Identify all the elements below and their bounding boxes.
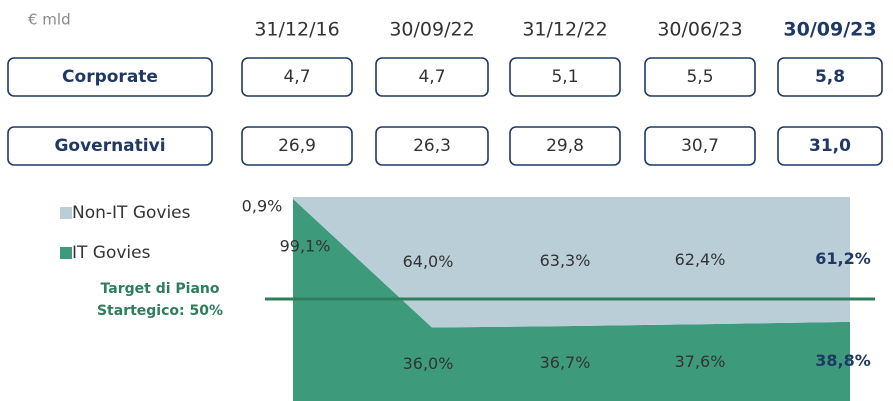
cell-value: 29,8 (546, 136, 584, 156)
value-label: 64,0% (403, 252, 454, 271)
column-header: 30/09/23 (783, 19, 876, 41)
cell-value: 5,8 (815, 67, 845, 87)
legend-swatch (60, 247, 72, 259)
value-label: 99,1% (280, 237, 331, 256)
value-box (644, 57, 756, 97)
legend-swatch (60, 207, 72, 219)
column-header: 31/12/22 (522, 19, 607, 41)
target-label: Startegico: 50% (97, 303, 223, 319)
cell-value: 26,3 (413, 136, 451, 156)
cell-value: 4,7 (418, 67, 445, 87)
value-box (777, 57, 883, 97)
row-label: Corporate (62, 67, 158, 87)
column-header: 30/09/22 (389, 19, 474, 41)
cell-value: 4,7 (283, 67, 310, 87)
unit-label: € mld (28, 11, 71, 29)
value-box (777, 126, 883, 166)
column-header: 30/06/23 (657, 19, 742, 41)
legend-label: IT Govies (72, 243, 151, 263)
value-label: 62,4% (675, 250, 726, 269)
legend-label: Non-IT Govies (72, 203, 191, 223)
value-box (241, 57, 353, 97)
row-label-box (7, 57, 213, 97)
value-label: 37,6% (675, 352, 726, 371)
row-label: Governativi (54, 136, 165, 156)
cell-value: 5,1 (551, 67, 578, 87)
value-box (509, 126, 621, 166)
value-label: 0,9% (242, 197, 283, 216)
cell-value: 26,9 (278, 136, 316, 156)
value-box (644, 126, 756, 166)
column-header: 31/12/16 (254, 19, 339, 41)
area-0 (293, 198, 850, 401)
value-box (375, 57, 489, 97)
value-label: 36,7% (540, 353, 591, 372)
cell-value: 31,0 (809, 136, 851, 156)
cell-value: 5,5 (686, 67, 713, 87)
cell-value: 30,7 (681, 136, 719, 156)
area-1 (293, 197, 850, 328)
value-box (509, 57, 621, 97)
value-box (375, 126, 489, 166)
target-label: Target di Piano (101, 281, 220, 297)
value-box (241, 126, 353, 166)
value-label: 61,2% (815, 249, 871, 268)
value-label: 36,0% (403, 354, 454, 373)
row-label-box (7, 126, 213, 166)
value-label: 38,8% (815, 351, 871, 370)
value-label: 63,3% (540, 251, 591, 270)
